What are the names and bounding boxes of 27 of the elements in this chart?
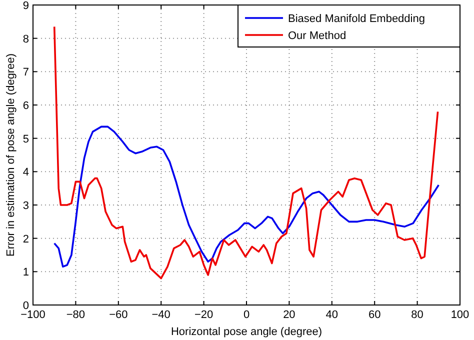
- legend-label: Biased Manifold Embedding: [288, 13, 425, 25]
- x-tick-label: −20: [194, 309, 214, 321]
- y-tick-label: 9: [22, 0, 29, 12]
- x-axis-title: Horizontal pose angle (degree): [170, 326, 322, 338]
- x-tick-label: −80: [66, 309, 86, 321]
- y-tick-label: 6: [22, 100, 29, 112]
- y-tick-label: 3: [22, 200, 29, 212]
- x-tick-label: 60: [368, 309, 381, 321]
- x-tick-label: 100: [450, 309, 470, 321]
- line-series: [53, 26, 439, 280]
- y-tick-label: 7: [22, 66, 29, 79]
- y-tick-label: 2: [22, 233, 29, 246]
- y-tick-label: 8: [22, 33, 29, 46]
- y-tick-label: 1: [22, 266, 29, 279]
- x-tick-label: 40: [326, 309, 338, 321]
- x-tick-label: −100: [20, 309, 46, 321]
- legend-label: Our Method: [288, 30, 346, 42]
- y-tick-label: 4: [22, 166, 29, 179]
- x-tick-label: −40: [152, 309, 170, 321]
- x-tick-label: 80: [411, 309, 424, 321]
- y-axis-title: Error in estimation of pose angle (degree): [5, 54, 17, 256]
- y-tick-label: 5: [22, 133, 29, 146]
- line-series: [53, 126, 440, 268]
- y-tick-label: 0: [22, 300, 29, 312]
- x-tick-label: 20: [283, 309, 296, 321]
- x-tick-label: −60: [109, 309, 128, 321]
- x-tick-label: 0: [243, 309, 250, 321]
